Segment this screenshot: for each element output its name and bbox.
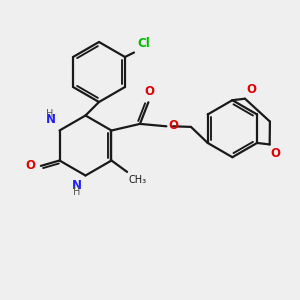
Text: N: N bbox=[72, 179, 82, 192]
Text: O: O bbox=[144, 85, 154, 98]
Text: N: N bbox=[46, 113, 56, 126]
Text: O: O bbox=[26, 159, 35, 172]
Text: O: O bbox=[271, 147, 281, 160]
Text: H: H bbox=[74, 187, 81, 197]
Text: CH₃: CH₃ bbox=[129, 175, 147, 185]
Text: O: O bbox=[246, 83, 256, 96]
Text: O: O bbox=[168, 119, 178, 132]
Text: H: H bbox=[46, 109, 54, 119]
Text: Cl: Cl bbox=[137, 37, 150, 50]
